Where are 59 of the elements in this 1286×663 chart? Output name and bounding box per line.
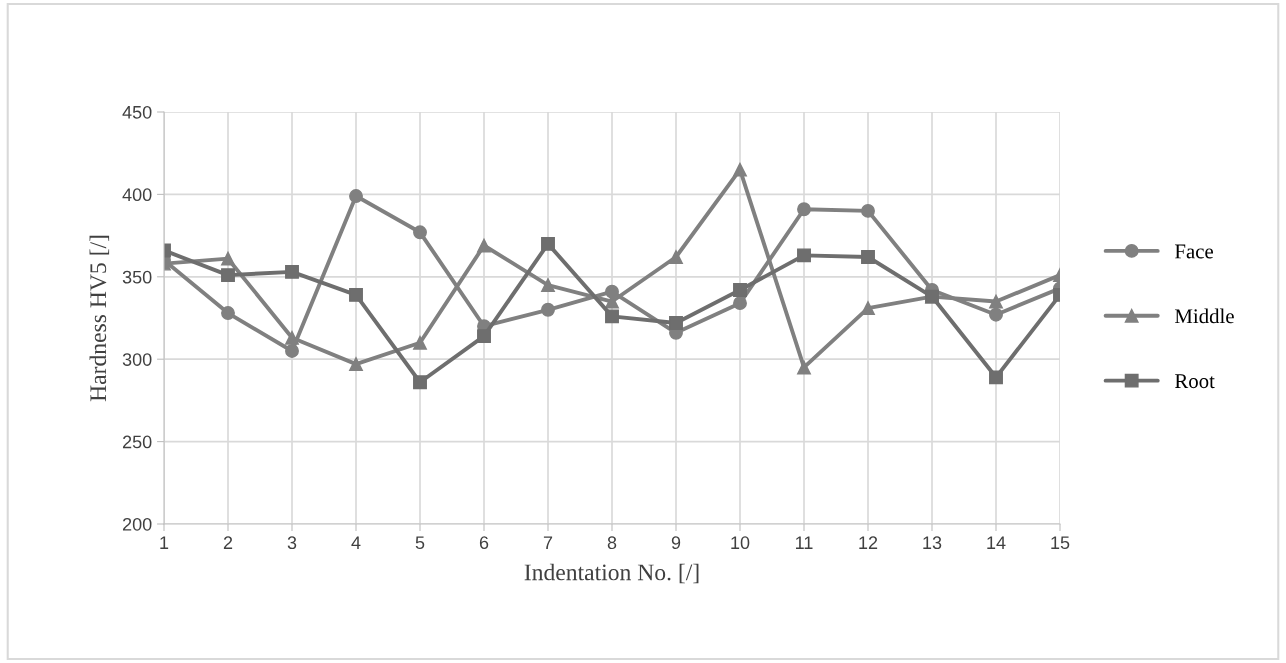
point — [413, 375, 427, 390]
point — [413, 335, 427, 350]
point — [349, 189, 363, 203]
point — [797, 202, 811, 217]
point — [541, 278, 555, 292]
y-tick-label: 250 — [122, 435, 152, 449]
x-tick-label: 11 — [796, 536, 813, 549]
x-tick-label: 9 — [671, 536, 681, 550]
point — [477, 238, 491, 253]
x-tick-label: 1 — [160, 536, 169, 549]
point — [605, 284, 619, 299]
x-tick-label: 7 — [543, 536, 553, 549]
point — [221, 268, 235, 283]
point — [413, 225, 427, 240]
point — [285, 264, 299, 279]
point — [797, 360, 811, 375]
x-tick-label: 4 — [351, 536, 361, 549]
y-tick-label: 450 — [122, 105, 152, 119]
point — [861, 203, 875, 218]
point — [349, 287, 363, 302]
point — [285, 330, 299, 345]
point — [733, 162, 747, 177]
point — [477, 329, 491, 344]
point — [669, 250, 683, 264]
point — [989, 307, 1003, 322]
legend-label: Middle — [1174, 308, 1234, 324]
y-tick-label: 350 — [122, 270, 152, 284]
point — [541, 302, 555, 317]
x-axis-title: Indentation No. [/] — [524, 563, 699, 584]
y-tick-label: 400 — [122, 188, 152, 202]
y-axis-title: Hardness HV5 [/] — [89, 235, 110, 402]
point — [989, 370, 1003, 385]
point — [221, 306, 235, 321]
point — [541, 236, 555, 251]
x-tick-label: 8 — [607, 536, 617, 550]
point — [669, 315, 683, 330]
point — [797, 248, 811, 263]
point — [989, 294, 1003, 309]
point — [605, 309, 619, 324]
legend-label: Root — [1174, 374, 1215, 389]
point — [221, 251, 235, 266]
point — [861, 250, 875, 264]
x-tick-label: 6 — [479, 536, 489, 550]
x-tick-label: 3 — [287, 536, 297, 550]
x-tick-label: 12 — [859, 536, 878, 549]
point — [285, 344, 299, 358]
x-tick-label: 13 — [923, 536, 942, 550]
point — [349, 357, 363, 372]
point — [733, 283, 747, 297]
y-tick-label: 200 — [122, 517, 152, 531]
x-tick-label: 15 — [1051, 536, 1070, 550]
x-tick-label: 14 — [987, 536, 1006, 549]
y-tick-label: 300 — [122, 353, 152, 366]
x-tick-label: 2 — [223, 536, 233, 549]
point — [733, 296, 747, 311]
legend-label: Face — [1174, 244, 1213, 259]
point — [861, 301, 875, 316]
x-tick-label: 5 — [415, 536, 425, 550]
x-tick-label: 10 — [731, 536, 750, 550]
